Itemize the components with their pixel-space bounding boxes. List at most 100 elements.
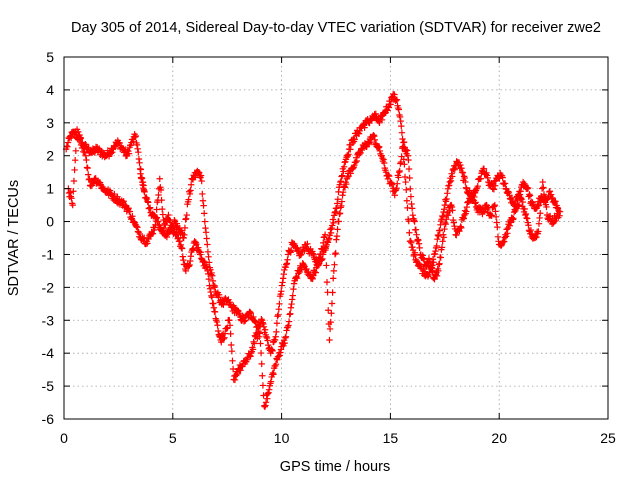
data-point <box>410 252 417 260</box>
data-point <box>178 245 186 252</box>
data-point <box>501 180 509 187</box>
data-point <box>135 148 142 156</box>
data-point <box>535 228 542 235</box>
data-point <box>260 320 267 328</box>
data-point <box>77 134 84 142</box>
data-point <box>208 269 215 277</box>
data-point <box>394 104 402 112</box>
data-point <box>85 144 92 151</box>
data-point <box>226 322 234 329</box>
y-tick-label: 2 <box>46 148 54 164</box>
data-point <box>153 206 160 213</box>
data-point <box>198 177 205 185</box>
data-point <box>436 227 444 234</box>
data-point <box>402 146 410 154</box>
data-point <box>351 162 358 169</box>
data-point <box>322 245 329 252</box>
data-point <box>220 335 227 343</box>
data-point <box>535 220 543 227</box>
data-point <box>228 341 235 349</box>
data-point <box>207 266 214 273</box>
data-point <box>159 227 167 235</box>
data-point <box>273 320 281 327</box>
data-point <box>408 239 415 246</box>
data-point <box>162 221 169 229</box>
data-point <box>541 193 548 200</box>
data-point <box>277 346 285 353</box>
data-point <box>328 300 336 307</box>
data-point <box>312 269 319 276</box>
data-point <box>371 132 378 140</box>
data-point <box>443 195 450 203</box>
data-point <box>537 210 544 217</box>
data-point <box>327 318 334 326</box>
data-point <box>133 141 141 149</box>
data-point <box>180 256 187 264</box>
data-point <box>472 199 479 206</box>
data-point <box>457 223 464 230</box>
data-point <box>183 211 190 219</box>
data-point <box>181 231 188 239</box>
data-point <box>200 257 207 265</box>
data-point <box>274 356 281 363</box>
data-point <box>539 178 546 186</box>
data-point <box>210 284 218 291</box>
data-point <box>323 278 331 286</box>
data-point <box>200 210 208 217</box>
data-point <box>195 244 202 251</box>
data-point <box>524 185 531 192</box>
data-point <box>327 226 334 233</box>
data-points <box>62 90 564 410</box>
data-point <box>353 157 361 165</box>
data-point <box>240 318 248 325</box>
data-point <box>256 330 264 337</box>
data-point <box>152 221 159 229</box>
data-point <box>396 113 404 121</box>
data-point <box>372 110 379 118</box>
data-point <box>456 227 463 235</box>
data-point <box>271 336 279 344</box>
data-point <box>378 116 386 124</box>
data-point <box>488 212 495 219</box>
data-point <box>431 275 438 283</box>
data-point <box>385 104 393 111</box>
data-point <box>387 101 394 108</box>
data-point <box>380 156 387 163</box>
data-point <box>283 327 290 334</box>
data-point <box>187 187 194 194</box>
data-point <box>276 300 283 308</box>
data-point <box>303 265 310 273</box>
data-point <box>228 347 236 355</box>
data-point <box>205 275 213 283</box>
data-point <box>158 196 165 204</box>
data-point <box>70 177 78 185</box>
data-point <box>430 259 437 266</box>
data-point <box>205 270 212 278</box>
data-point <box>187 253 195 260</box>
data-point <box>441 201 448 209</box>
data-point <box>407 193 415 200</box>
data-point <box>451 222 458 230</box>
data-point <box>283 260 291 267</box>
x-tick-label: 15 <box>383 430 399 446</box>
data-point <box>82 152 89 159</box>
data-point <box>304 240 311 248</box>
data-point <box>397 117 404 125</box>
data-point <box>288 300 295 308</box>
data-point <box>463 208 470 215</box>
data-point <box>229 357 236 365</box>
data-point <box>287 304 295 311</box>
data-point <box>338 173 345 180</box>
data-point <box>330 219 337 227</box>
data-point <box>333 204 340 212</box>
data-point <box>157 224 164 231</box>
data-point <box>426 257 433 265</box>
data-point <box>461 211 468 219</box>
data-point <box>341 184 349 191</box>
data-point <box>208 294 216 301</box>
data-point <box>261 326 269 333</box>
data-point <box>205 259 213 266</box>
y-tick-label: -6 <box>42 411 55 427</box>
data-point <box>428 267 436 274</box>
